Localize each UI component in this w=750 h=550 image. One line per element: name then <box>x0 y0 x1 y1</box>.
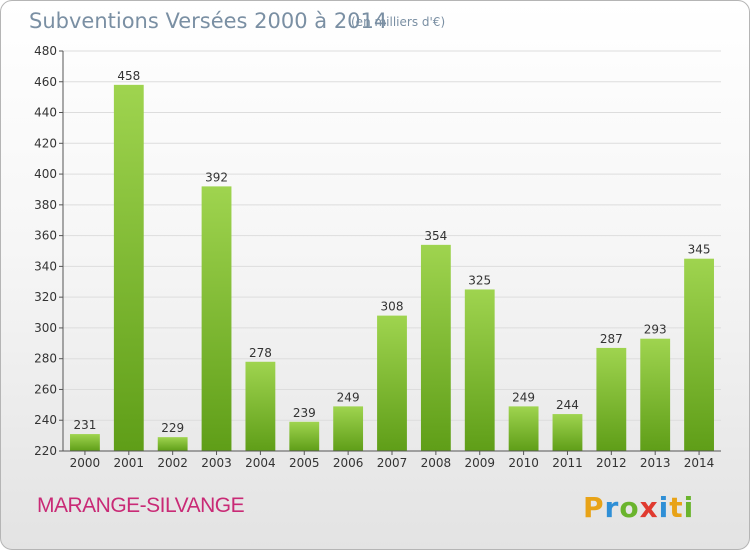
x-tick-label: 2002 <box>157 456 188 470</box>
data-label: 308 <box>381 300 404 314</box>
bar <box>508 406 539 451</box>
data-label: 287 <box>600 332 623 346</box>
x-tick-label: 2001 <box>114 456 145 470</box>
x-tick-label: 2006 <box>333 456 364 470</box>
y-tick-label: 300 <box>34 321 57 335</box>
x-tick-label: 2009 <box>464 456 495 470</box>
data-label: 293 <box>644 323 667 337</box>
logo-letter: t <box>669 491 684 524</box>
y-tick-label: 260 <box>34 382 57 396</box>
x-tick-label: 2012 <box>596 456 627 470</box>
logo-letter: x <box>639 491 659 524</box>
data-label: 354 <box>424 229 447 243</box>
bar <box>420 244 451 451</box>
labels: 220 240 260 280 300 320 340 360 380 400 420 440 460 4… <box>34 44 714 470</box>
logo-letter: i <box>658 491 670 524</box>
bar <box>201 186 232 451</box>
x-tick-label: 2010 <box>508 456 539 470</box>
data-label: 345 <box>688 243 711 257</box>
data-label: 325 <box>468 273 491 287</box>
y-tick-label: 400 <box>34 167 57 181</box>
bar <box>333 406 364 451</box>
bar <box>552 414 583 451</box>
bars <box>70 84 714 451</box>
y-tick-label: 440 <box>34 106 57 120</box>
bar <box>596 347 627 451</box>
bar <box>157 437 188 451</box>
bar <box>113 84 144 451</box>
logo-letter: o <box>619 491 640 524</box>
x-tick-label: 2005 <box>289 456 320 470</box>
y-tick-label: 340 <box>34 259 57 273</box>
x-tick-label: 2004 <box>245 456 276 470</box>
x-tick-label: 2008 <box>421 456 452 470</box>
x-tick-label: 2013 <box>640 456 671 470</box>
data-label: 239 <box>293 406 316 420</box>
x-tick-label: 2007 <box>377 456 408 470</box>
commune-name: MARANGE-SILVANGE <box>37 494 245 517</box>
data-label: 392 <box>205 170 228 184</box>
data-label: 278 <box>249 346 272 360</box>
data-label: 231 <box>73 418 96 432</box>
x-tick-label: 2003 <box>201 456 232 470</box>
logo-letter: i <box>683 491 695 524</box>
bar <box>684 258 714 451</box>
data-label: 249 <box>337 390 360 404</box>
y-tick-label: 220 <box>34 444 57 458</box>
axes <box>59 50 721 455</box>
y-tick-label: 240 <box>34 413 57 427</box>
y-tick-label: 480 <box>34 44 57 58</box>
y-tick-label: 320 <box>34 290 57 304</box>
data-label: 458 <box>117 69 140 83</box>
data-label: 244 <box>556 398 579 412</box>
x-tick-label: 2011 <box>552 456 583 470</box>
bar <box>464 289 495 451</box>
y-tick-label: 280 <box>34 352 57 366</box>
chart-title: Subventions Versées 2000 à 2014 <box>29 9 388 33</box>
y-tick-label: 380 <box>34 198 57 212</box>
bar <box>245 361 276 451</box>
data-label: 229 <box>161 421 184 435</box>
x-tick-label: 2000 <box>70 456 101 470</box>
y-tick-label: 360 <box>34 229 57 243</box>
bar <box>70 434 100 451</box>
data-label: 249 <box>512 390 535 404</box>
y-tick-label: 420 <box>34 136 57 150</box>
bar <box>640 338 671 451</box>
y-tick-label: 460 <box>34 75 57 89</box>
logo-letter: r <box>604 491 620 524</box>
logo-letter: P <box>583 491 605 524</box>
proxiti-logo: Proxiti <box>583 491 694 524</box>
x-tick-label: 2014 <box>684 456 715 470</box>
chart-subtitle: (en milliers d'€) <box>351 15 446 29</box>
bar <box>377 315 407 451</box>
bar <box>289 421 320 451</box>
